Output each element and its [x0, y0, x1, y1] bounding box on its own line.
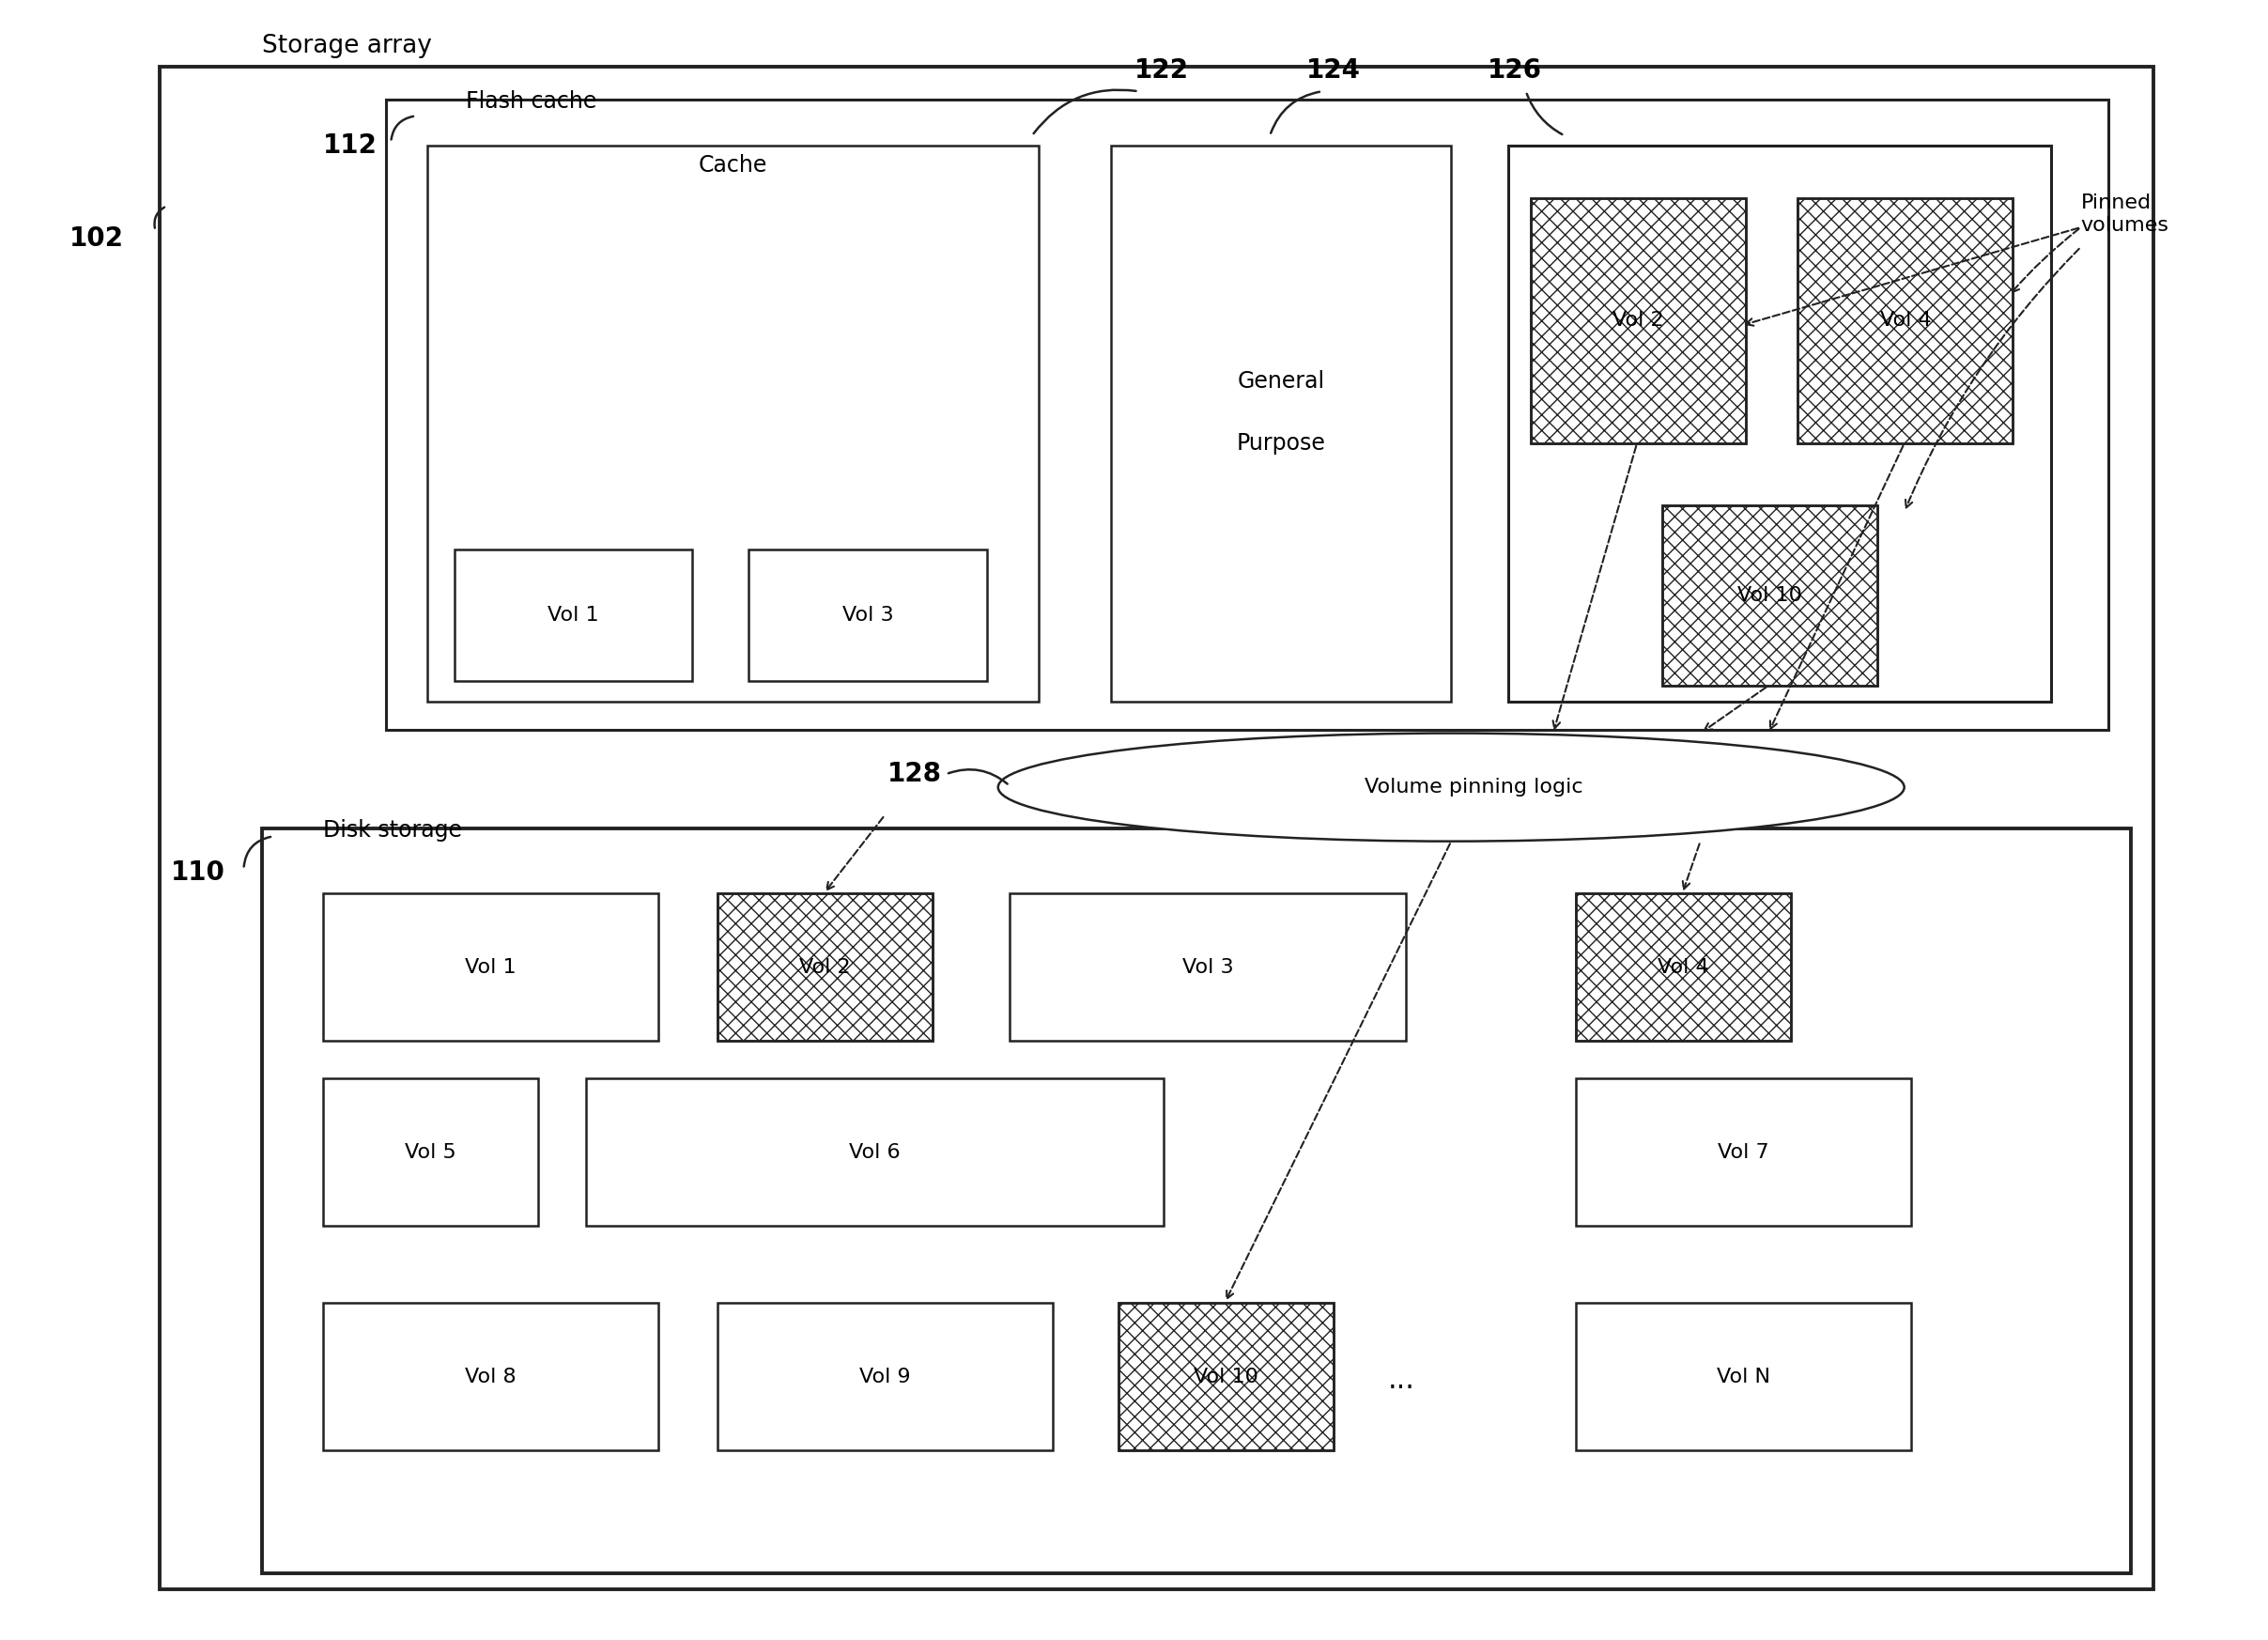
Bar	[322, 1304, 658, 1450]
Bar	[748, 549, 987, 681]
Bar	[426, 146, 1039, 702]
Text: 102: 102	[70, 226, 125, 253]
Text: Volume pinning logic: Volume pinning logic	[1365, 777, 1583, 797]
Text: Vol 1: Vol 1	[465, 958, 517, 977]
Text: Vol 4: Vol 4	[1880, 312, 1930, 330]
Bar	[1662, 505, 1878, 686]
Bar	[159, 67, 2152, 1589]
Text: 112: 112	[322, 133, 376, 159]
Bar	[454, 549, 692, 681]
Text: Vol 10: Vol 10	[1193, 1368, 1259, 1386]
Text: Vol 6: Vol 6	[848, 1143, 900, 1161]
Ellipse shape	[998, 733, 1905, 841]
Text: ...: ...	[1388, 1366, 1415, 1394]
Text: 128: 128	[887, 761, 941, 787]
Text: Flash cache: Flash cache	[465, 90, 596, 113]
Text: Vol 4: Vol 4	[1658, 958, 1710, 977]
Text: Cache: Cache	[699, 154, 767, 177]
Text: Purpose: Purpose	[1236, 431, 1327, 454]
Text: Disk storage: Disk storage	[322, 818, 463, 841]
Text: 124: 124	[1306, 57, 1361, 84]
Bar	[1576, 894, 1792, 1041]
Text: Vol 3: Vol 3	[841, 605, 894, 625]
Bar	[585, 1079, 1163, 1227]
Bar	[322, 1079, 538, 1227]
Bar	[1531, 198, 1746, 443]
Bar	[1662, 505, 1878, 686]
Bar	[386, 100, 2109, 730]
Bar	[1118, 1304, 1334, 1450]
Text: Vol 10: Vol 10	[1737, 585, 1801, 605]
Text: Vol 7: Vol 7	[1717, 1143, 1769, 1161]
Bar	[1508, 146, 2053, 702]
Bar	[1111, 146, 1452, 702]
Text: 122: 122	[1134, 57, 1188, 84]
Text: Vol N: Vol N	[1717, 1368, 1769, 1386]
Text: General: General	[1238, 371, 1325, 392]
Bar	[1576, 1304, 1912, 1450]
Text: 110: 110	[170, 859, 225, 886]
Text: Storage array: Storage array	[261, 34, 431, 59]
Bar	[322, 894, 658, 1041]
Text: Pinned
volumes: Pinned volumes	[2082, 194, 2168, 235]
Text: Vol 8: Vol 8	[465, 1368, 517, 1386]
Text: 126: 126	[1488, 57, 1542, 84]
Bar	[1576, 1079, 1912, 1227]
Bar	[1799, 198, 2014, 443]
Bar	[717, 894, 932, 1041]
Bar	[717, 1304, 1052, 1450]
Bar	[1531, 198, 1746, 443]
Bar	[1576, 894, 1792, 1041]
Bar	[1799, 198, 2014, 443]
Text: Vol 3: Vol 3	[1182, 958, 1234, 977]
Text: Vol 2: Vol 2	[798, 958, 850, 977]
Bar	[717, 894, 932, 1041]
Text: Vol 5: Vol 5	[406, 1143, 456, 1161]
Text: Vol 1: Vol 1	[547, 605, 599, 625]
Bar	[261, 828, 2130, 1573]
Bar	[1009, 894, 1406, 1041]
Text: Vol 9: Vol 9	[860, 1368, 909, 1386]
Bar	[1118, 1304, 1334, 1450]
Text: Vol 2: Vol 2	[1613, 312, 1665, 330]
